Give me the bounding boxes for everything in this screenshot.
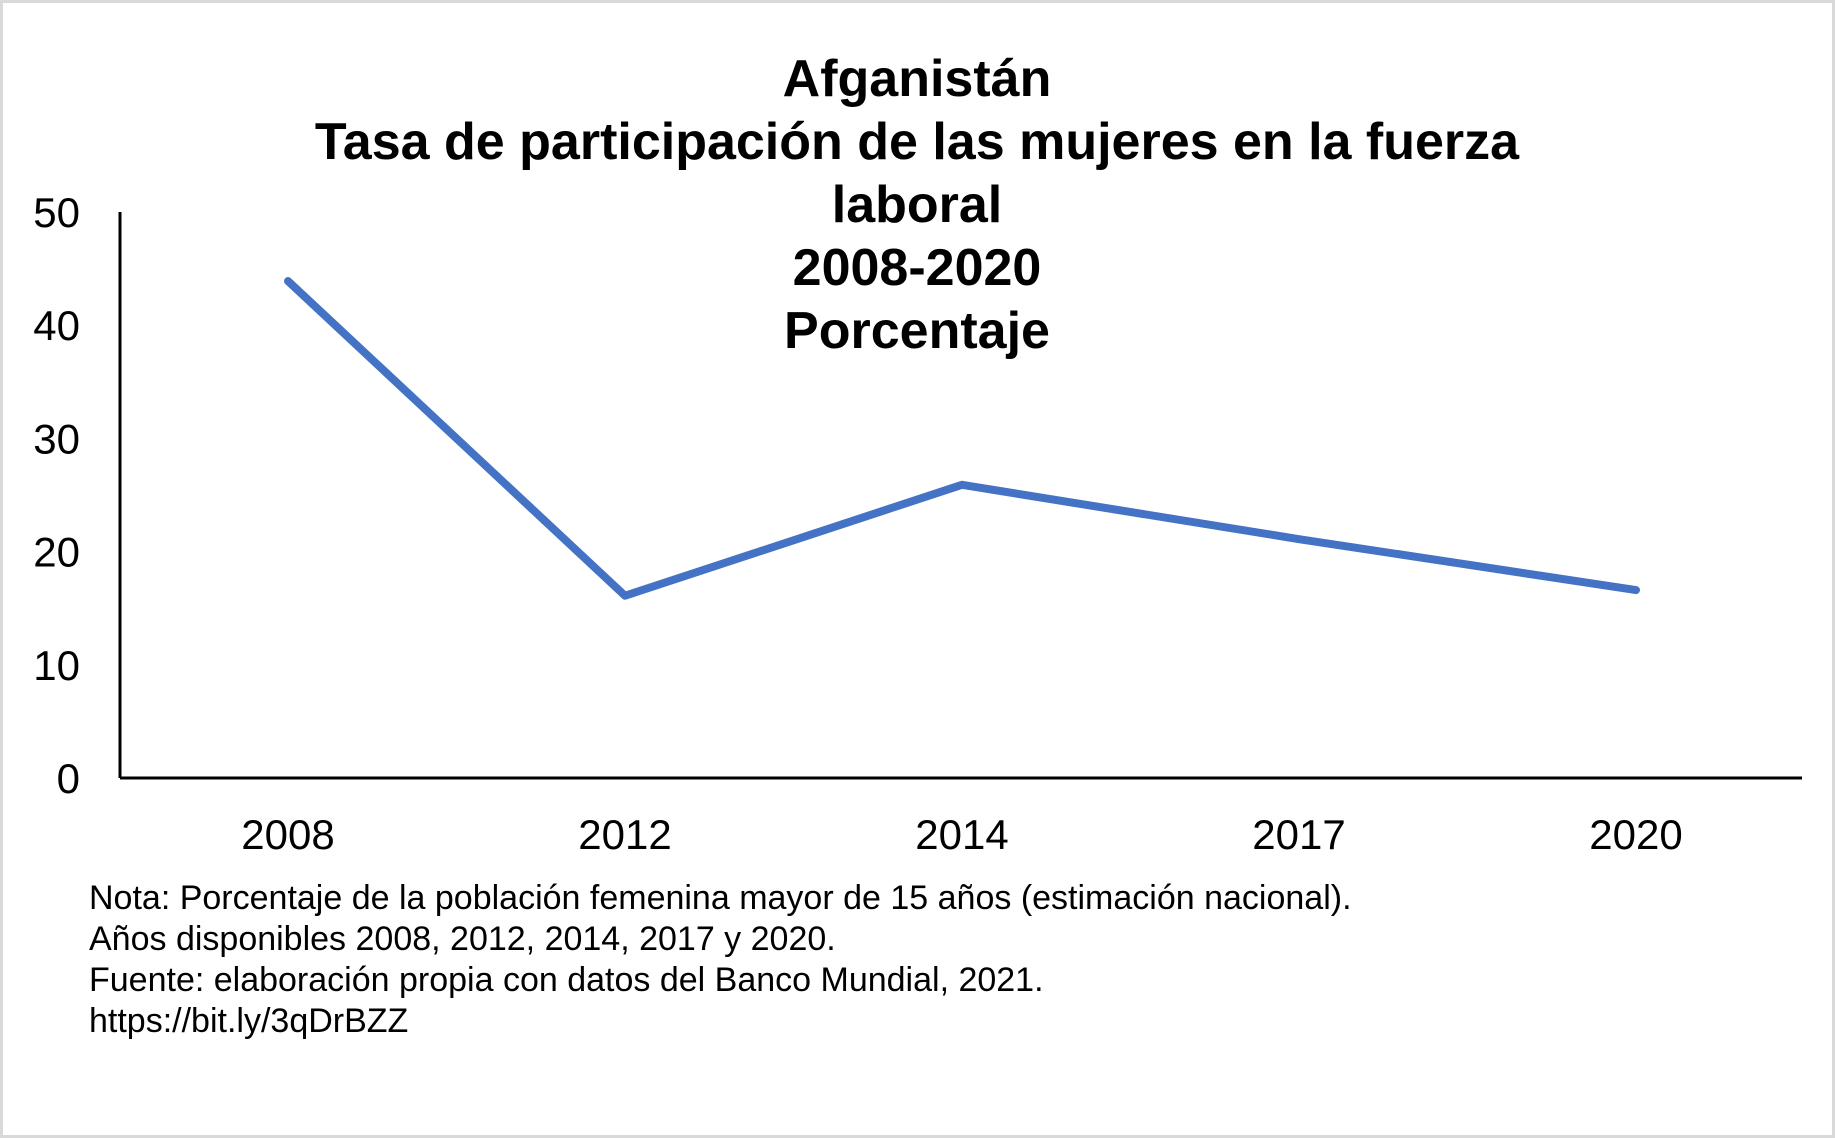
- note-line: Años disponibles 2008, 2012, 2014, 2017 …: [89, 920, 836, 958]
- note-line: https://bit.ly/3qDrBZZ: [89, 1002, 409, 1040]
- series-line: [284, 277, 1640, 600]
- x-tick-label: 2017: [1252, 811, 1345, 858]
- x-axis-tick-labels: 2008 2012 2014 2017 2020: [241, 811, 1682, 858]
- x-tick-label: 2020: [1589, 811, 1682, 858]
- x-tick-label: 2012: [578, 811, 671, 858]
- note-line: Fuente: elaboración propia con datos del…: [89, 961, 1044, 999]
- y-tick-label: 10: [33, 642, 80, 689]
- chart-title-line: Afganistán: [783, 50, 1052, 108]
- y-tick-label: 50: [33, 189, 80, 236]
- y-axis-tick-labels: 0 10 20 30 40 50: [33, 189, 80, 802]
- series-lines: [284, 277, 1640, 600]
- y-tick-label: 20: [33, 529, 80, 576]
- chart-title-line: Tasa de participación de las mujeres en …: [315, 113, 1520, 171]
- chart-title-line: 2008-2020: [793, 239, 1042, 297]
- y-tick-label: 30: [33, 415, 80, 462]
- chart-title-line: Porcentaje: [784, 302, 1050, 360]
- y-tick-label: 0: [57, 755, 80, 802]
- chart-notes: Nota: Porcentaje de la población femenin…: [89, 878, 1352, 1042]
- x-tick-label: 2008: [241, 811, 334, 858]
- chart-title-line: laboral: [832, 176, 1003, 234]
- y-tick-label: 40: [33, 302, 80, 349]
- note-line: Nota: Porcentaje de la población femenin…: [89, 879, 1352, 917]
- x-tick-label: 2014: [915, 811, 1008, 858]
